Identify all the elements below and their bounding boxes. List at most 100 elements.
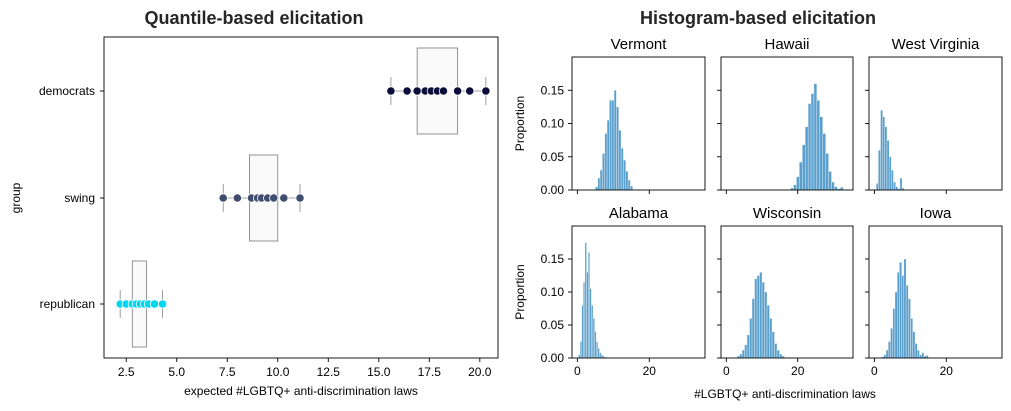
histogram-bar: [623, 159, 626, 191]
plot-frame: [103, 36, 499, 359]
quantile-point: [279, 193, 289, 203]
x-tick-label: 17.5: [418, 365, 442, 379]
histogram-bar: [805, 126, 809, 191]
histogram-panel: Iowa 0 20: [865, 205, 1003, 378]
x-tick-label: 20: [643, 364, 657, 378]
panel-title: Vermont: [611, 36, 668, 53]
histogram-bar: [880, 110, 883, 191]
histogram-bar: [609, 100, 612, 191]
histogram-panel: Wisconsin 0 20: [717, 205, 854, 378]
panel-frame: [571, 56, 706, 191]
histogram-bar: [599, 352, 602, 359]
x-tick-label: 0: [871, 364, 878, 378]
histogram-bar: [822, 133, 826, 191]
x-tick-label: 10.0: [266, 365, 290, 379]
quantile-point: [218, 193, 228, 203]
histogram-bar: [892, 308, 896, 359]
histogram-bar: [583, 281, 586, 359]
histogram-bar: [586, 272, 589, 359]
histogram-bar: [618, 129, 622, 191]
histogram-bar: [625, 171, 629, 191]
panel-title: Hawaii: [764, 36, 809, 53]
y-tick-label: 0.10: [541, 117, 565, 131]
quantile-point: [269, 193, 279, 203]
histogram-bar: [903, 258, 907, 359]
histogram-bar: [613, 90, 617, 191]
histogram-bar: [888, 156, 892, 191]
histogram-bar: [888, 341, 891, 359]
histogram-bar: [744, 344, 748, 359]
quantile-point: [452, 86, 463, 96]
y-tick-label: 0.00: [541, 183, 565, 197]
histogram-bar: [779, 353, 783, 359]
x-tick-label: 20: [940, 364, 954, 378]
x-tick-label: 20: [791, 364, 805, 378]
histogram-bar: [591, 305, 594, 359]
histogram-bar: [885, 349, 889, 359]
x-tick-label: 0: [723, 364, 730, 378]
histogram-bar: [597, 347, 600, 359]
histogram-bar: [908, 298, 911, 359]
histogram-bar: [578, 354, 581, 359]
histogram-bar: [746, 334, 750, 359]
x-tick-label: 0: [574, 364, 581, 378]
histogram-bar: [754, 278, 758, 359]
histogram-bar: [594, 331, 597, 359]
y-tick-label: swing: [64, 191, 95, 205]
histogram-bar: [600, 354, 603, 359]
histogram-bar: [917, 349, 920, 359]
histogram-bar: [901, 275, 905, 359]
histogram-bar: [741, 349, 745, 359]
histogram-bar: [774, 343, 778, 359]
y-tick-label: 0.00: [541, 351, 565, 365]
histogram-bar: [793, 184, 797, 191]
panel-frame: [720, 56, 854, 191]
histogram-bar: [749, 318, 753, 359]
quantile-point: [295, 193, 305, 203]
histogram-bar: [599, 169, 603, 191]
histogram-bar: [769, 318, 773, 359]
histogram-bar: [611, 100, 615, 191]
histogram-bar: [799, 161, 803, 191]
chart-title: Quantile-based elicitation: [144, 8, 363, 28]
y-tick-label: 0.10: [541, 285, 565, 299]
histogram-bar: [584, 242, 587, 359]
histogram-bar: [596, 341, 599, 359]
histogram-bar: [816, 100, 820, 191]
quantile-point: [465, 86, 475, 96]
histogram-bar: [886, 139, 890, 191]
histogram-bar: [807, 103, 812, 191]
histogram-bar: [810, 93, 815, 191]
histogram-bar: [616, 106, 619, 191]
histogram-bar: [630, 185, 633, 191]
histogram-chart: Histogram-based elicitation #LGBTQ+ anti…: [513, 8, 1003, 401]
histogram-bar: [876, 183, 879, 191]
x-tick-label: 12.5: [317, 365, 341, 379]
histogram-bar: [756, 275, 760, 359]
histogram-bar: [597, 177, 601, 191]
histogram-bar: [899, 262, 902, 359]
histogram-bar: [595, 186, 598, 191]
x-axis-label: expected #LGBTQ+ anti-discrimination law…: [184, 384, 418, 398]
y-tick-label: 0.15: [541, 83, 565, 97]
x-tick-label: 2.5: [118, 365, 135, 379]
quantile-point: [232, 193, 242, 203]
histogram-bar: [627, 179, 631, 191]
histogram-bar: [831, 181, 835, 191]
histogram-bar: [884, 126, 888, 191]
histogram-bar: [890, 328, 893, 359]
histogram-panel: Alabama 0.00 0.05 0.10 0.15 0 20 Proportion: [513, 205, 706, 378]
panel-frame: [720, 225, 854, 359]
histogram-bar: [895, 186, 898, 191]
histogram-bar: [813, 83, 818, 191]
histogram-panel: West Virginia: [865, 36, 1003, 194]
histogram-bar: [751, 298, 755, 359]
quantile-point: [386, 86, 396, 96]
histogram-bar: [921, 352, 925, 359]
histogram-bar: [579, 341, 582, 359]
quantile-point: [481, 86, 491, 96]
y-tick-label: democrats: [39, 84, 95, 98]
panel-title: Iowa: [920, 205, 952, 222]
y-axis-label: group: [9, 182, 23, 213]
